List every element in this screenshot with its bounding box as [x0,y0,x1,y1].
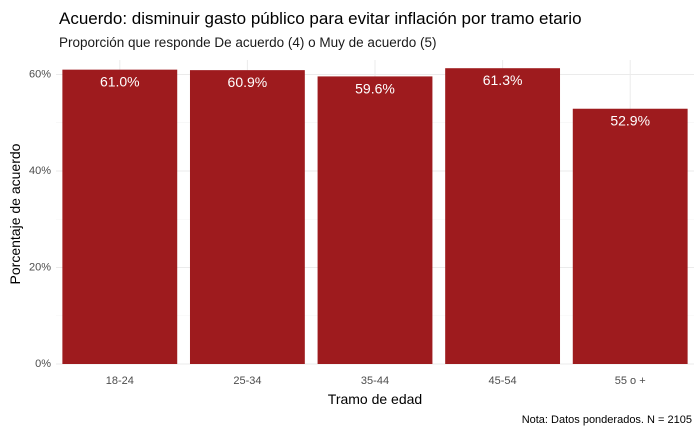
x-tick-label: 55 o + [615,375,646,387]
y-tick-label: 0% [35,358,51,370]
y-tick-label: 60% [29,68,51,80]
x-axis-title: Tramo de edad [328,391,422,407]
x-tick-label: 18-24 [106,375,134,387]
data-label: 61.3% [483,72,523,88]
bar-35-44 [317,76,433,365]
x-tick-label: 25-34 [233,375,261,387]
x-tick-label: 35-44 [361,375,389,387]
bars [62,68,688,365]
chart-subtitle: Proporción que responde De acuerdo (4) o… [59,35,436,50]
x-tick-label: 45-54 [489,375,517,387]
data-label: 61.0% [100,74,140,90]
y-axis-ticks: 0% 20% 40% 60% [29,68,51,370]
chart-caption: Nota: Datos ponderados. N = 2105 [522,414,692,426]
data-label: 52.9% [610,113,650,129]
bar-45-54 [445,68,561,364]
bar-55-o- [572,108,688,364]
data-label: 59.6% [355,80,395,96]
data-label: 60.9% [228,74,268,90]
bar-18-24 [62,69,178,365]
y-tick-label: 40% [29,165,51,177]
data-labels: 61.0% 60.9% 59.6% 61.3% 52.9% [100,72,650,129]
chart-title: Acuerdo: disminuir gasto público para ev… [59,9,582,28]
x-axis-ticks: 18-24 25-34 35-44 45-54 55 o + [106,375,646,387]
bar-25-34 [189,70,305,364]
y-tick-label: 20% [29,261,51,273]
y-axis-title: Porcentaje de acuerdo [7,143,23,284]
